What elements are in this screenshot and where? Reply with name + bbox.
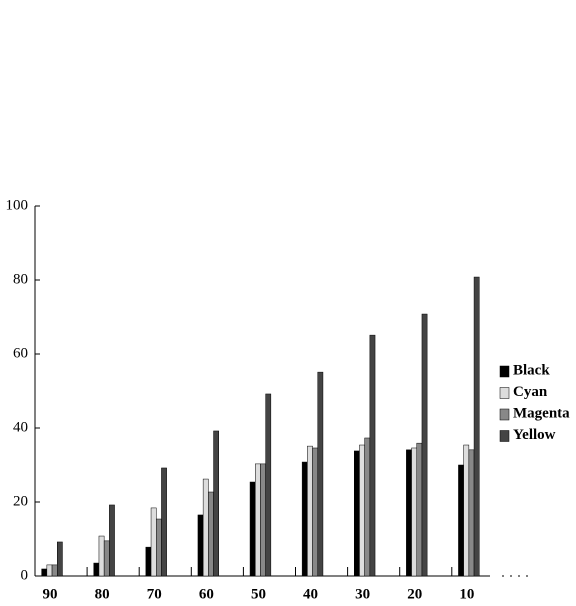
bar bbox=[406, 449, 412, 577]
bar bbox=[161, 467, 167, 577]
bar bbox=[364, 437, 371, 577]
bar bbox=[416, 442, 423, 577]
legend-marker bbox=[499, 365, 510, 378]
bar bbox=[197, 514, 204, 577]
y-tick-label: 60 bbox=[13, 345, 28, 361]
bar bbox=[150, 507, 157, 577]
bar bbox=[468, 449, 475, 577]
bar bbox=[249, 481, 256, 577]
bar bbox=[208, 491, 214, 577]
y-tick-label: 40 bbox=[13, 419, 28, 435]
bar bbox=[109, 504, 115, 577]
x-tick-label: 50 bbox=[251, 586, 266, 602]
bar bbox=[156, 518, 162, 577]
x-tick-label: 70 bbox=[147, 586, 162, 602]
bar bbox=[202, 478, 209, 577]
bar bbox=[307, 445, 313, 577]
legend-marker bbox=[499, 430, 510, 442]
bar bbox=[354, 450, 360, 577]
bar bbox=[46, 564, 53, 577]
y-tick-label: 20 bbox=[13, 493, 28, 509]
legend-label: Magenta bbox=[513, 405, 570, 421]
bar bbox=[51, 564, 58, 577]
legend-label: Yellow bbox=[513, 427, 556, 443]
bar bbox=[473, 276, 480, 577]
legend-marker bbox=[499, 408, 510, 421]
y-tick-label: 100 bbox=[6, 197, 29, 213]
bar bbox=[369, 334, 376, 577]
bar bbox=[57, 541, 63, 577]
x-tick-label: 80 bbox=[95, 586, 110, 602]
bar bbox=[317, 371, 324, 577]
bar bbox=[213, 430, 220, 577]
bar bbox=[265, 393, 272, 577]
legend-marker bbox=[499, 387, 510, 399]
bar bbox=[145, 546, 152, 577]
y-tick-label: 0 bbox=[21, 567, 29, 583]
bar bbox=[463, 444, 470, 577]
y-tick-label: 80 bbox=[13, 271, 28, 287]
bar bbox=[359, 444, 365, 577]
bar bbox=[93, 562, 100, 577]
bar bbox=[98, 535, 105, 577]
x-tick-label: 30 bbox=[355, 586, 370, 602]
bar bbox=[260, 463, 266, 577]
bar bbox=[255, 463, 261, 577]
bar bbox=[421, 313, 428, 577]
x-tick-label: 10 bbox=[459, 586, 474, 602]
x-tick-label: 90 bbox=[43, 586, 58, 602]
bar bbox=[458, 464, 464, 577]
bar bbox=[41, 568, 48, 577]
x-tick-label: 60 bbox=[199, 586, 214, 602]
bar bbox=[411, 447, 417, 577]
bar bbox=[103, 540, 110, 577]
x-tick-label: 20 bbox=[407, 586, 422, 602]
bar bbox=[312, 447, 318, 577]
legend-label: Cyan bbox=[513, 384, 548, 400]
x-tick-label: 40 bbox=[303, 586, 318, 602]
bar bbox=[301, 461, 308, 577]
legend-label: Black bbox=[513, 362, 550, 378]
